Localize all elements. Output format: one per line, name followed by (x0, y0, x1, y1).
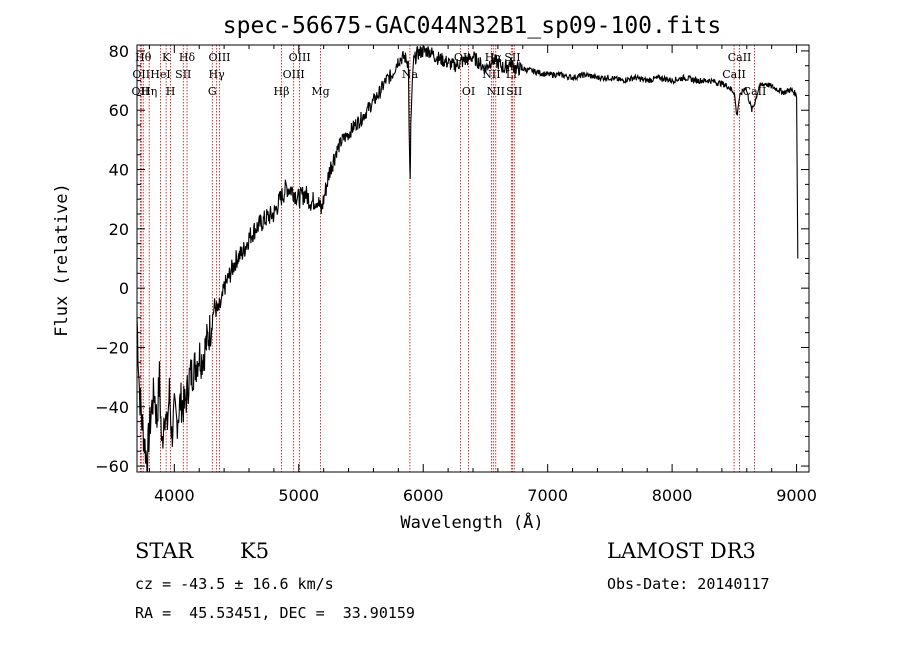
y-tick-label-3: 0 (119, 279, 129, 298)
x-tick-label-2: 6000 (403, 486, 444, 505)
x-tick-label-0: 4000 (154, 486, 195, 505)
x-tick-label-1: 5000 (278, 486, 319, 505)
marker-label-4: HeI (150, 68, 170, 81)
marker-label-2: OII (132, 85, 150, 98)
y-tick-label-6: 60 (109, 101, 129, 120)
marker-label-15: Mg (311, 85, 329, 98)
marker-label-20: NII (482, 68, 500, 81)
marker-label-18: OI (462, 85, 475, 98)
coordinates: RA = 45.53451, DEC = 33.90159 (135, 604, 415, 622)
survey-label: LAMOST DR3 (607, 539, 756, 563)
marker-label-27: CaII (743, 85, 767, 98)
marker-label-3: Hη (141, 85, 157, 98)
spectral-line-labels: HθOIIOIIHηHeIKHSIIHδHγGOIIIHβOIIIOIIIMgN… (132, 51, 767, 98)
y-tick-label-7: 80 (109, 42, 129, 61)
marker-label-10: G (208, 85, 217, 98)
x-tick-label-5: 9000 (776, 486, 817, 505)
spectrum-line (136, 44, 799, 473)
obs-date: Obs-Date: 20140117 (607, 575, 770, 593)
marker-label-14: OIII (283, 68, 305, 81)
marker-label-6: H (166, 85, 176, 98)
y-axis-label: Flux (relative) (52, 183, 72, 337)
y-tick-label-4: 20 (109, 220, 129, 239)
marker-label-24: SII (506, 85, 522, 98)
y-tick-label-0: −60 (95, 457, 129, 476)
y-tick-label-2: −20 (95, 338, 129, 357)
marker-label-7: SII (175, 68, 191, 81)
x-axis-label: Wavelength (Å) (400, 511, 543, 533)
chart-title: spec-56675-GAC044N32B1_sp09-100.fits (223, 13, 722, 39)
y-tick-label-1: −40 (95, 398, 129, 417)
marker-label-26: CaII (722, 68, 746, 81)
x-tick-label-3: 7000 (527, 486, 568, 505)
marker-label-16: Na (402, 68, 419, 81)
marker-label-0: Hθ (135, 51, 152, 64)
x-axis-ticks: 4000 5000 6000 7000 8000 9000 (148, 45, 817, 505)
marker-label-13: OIII (289, 51, 311, 64)
y-tick-label-5: 40 (109, 161, 129, 180)
spectral-line-markers (139, 45, 755, 472)
marker-label-25: CaII (728, 51, 752, 64)
marker-label-1: OII (132, 68, 150, 81)
marker-label-8: Hδ (179, 51, 196, 64)
y-axis-ticks: −60 −40 −20 0 20 40 60 80 (95, 42, 809, 476)
object-class: STAR (135, 539, 194, 563)
object-subclass: K5 (240, 539, 270, 563)
marker-label-12: Hβ (274, 85, 290, 98)
redshift-value: cz = -43.5 ± 16.6 km/s (135, 575, 334, 593)
marker-label-22: SII (504, 51, 520, 64)
marker-label-5: K (162, 51, 171, 64)
marker-label-11: OIII (208, 51, 230, 64)
marker-label-9: Hγ (209, 68, 226, 81)
marker-label-21: NII (487, 85, 505, 98)
marker-label-23: Li (506, 68, 517, 81)
x-tick-label-4: 8000 (652, 486, 693, 505)
